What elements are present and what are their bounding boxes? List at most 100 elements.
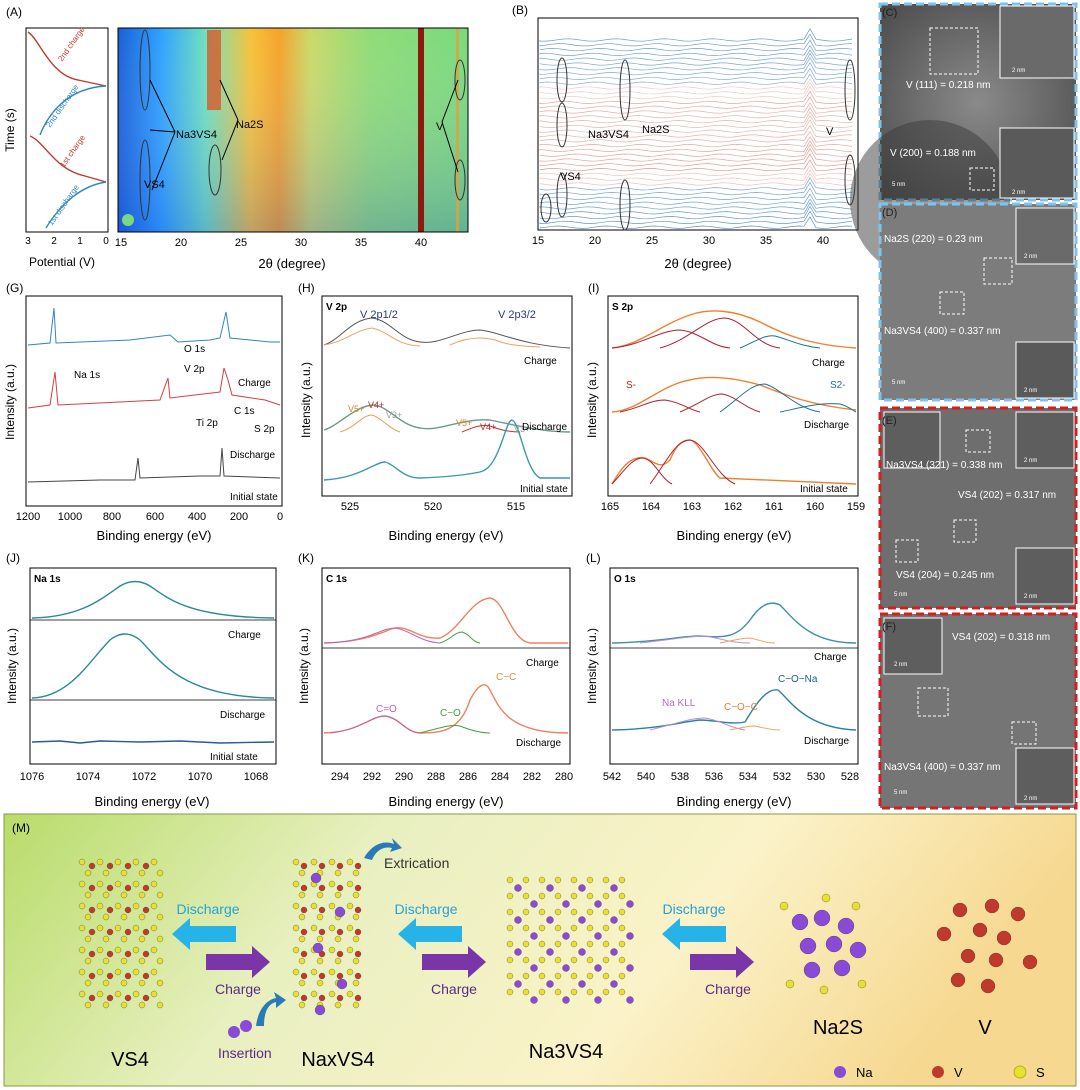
v-atom bbox=[142, 906, 150, 914]
s-atom bbox=[522, 940, 530, 948]
s-atom bbox=[506, 924, 514, 932]
s-atom bbox=[298, 913, 306, 921]
s-atom bbox=[785, 979, 795, 989]
v-atom bbox=[300, 906, 308, 914]
s-atom bbox=[328, 990, 336, 998]
na-atom-icon bbox=[228, 1026, 240, 1038]
s-atom bbox=[150, 968, 158, 976]
v-atom bbox=[106, 862, 114, 870]
panel-letter: (F) bbox=[882, 621, 896, 633]
panel-g-survey: Na 1s O 1s V 2p Ti 2p C 1s S 2p Charge D… bbox=[3, 295, 283, 543]
s-atom bbox=[554, 956, 562, 964]
na-atom bbox=[530, 900, 538, 908]
tick-label: 1074 bbox=[76, 771, 100, 783]
s-atom bbox=[554, 892, 562, 900]
s-atom bbox=[346, 968, 354, 976]
s-atom bbox=[522, 908, 530, 916]
panel-i-s2p: S 2p S- S2- Charge Discharge Initial sta… bbox=[585, 295, 865, 543]
v-atom bbox=[300, 972, 308, 980]
scale-bar-label: 2 nm bbox=[1024, 388, 1037, 394]
s-atom bbox=[538, 924, 546, 932]
xrd-trace bbox=[539, 56, 853, 71]
s-atom bbox=[602, 940, 610, 948]
s-legend-icon bbox=[1013, 1065, 1027, 1079]
s-atom bbox=[96, 858, 104, 866]
tick-label: 284 bbox=[491, 771, 509, 783]
x-axis-label: Binding energy (eV) bbox=[389, 528, 504, 543]
s-atom bbox=[328, 946, 336, 954]
na-atom bbox=[578, 884, 586, 892]
arrow-label: Discharge bbox=[394, 901, 457, 917]
tick-label: 540 bbox=[637, 771, 655, 783]
na-atom bbox=[791, 913, 809, 931]
s-atom bbox=[618, 924, 626, 932]
tick-label: 25 bbox=[235, 237, 247, 249]
panel-j-na1s: Na 1s Charge Discharge Initial state Int… bbox=[5, 567, 277, 809]
s-atom bbox=[292, 858, 300, 866]
panel-letter: (G) bbox=[6, 281, 23, 295]
annotation: VS4 bbox=[560, 171, 581, 183]
s-atom bbox=[292, 924, 300, 932]
s-atom bbox=[138, 957, 146, 965]
charge-arrow bbox=[422, 946, 486, 978]
s-atom bbox=[570, 892, 578, 900]
s-atom bbox=[506, 892, 514, 900]
phase-label: Na3VS4 bbox=[529, 1041, 604, 1063]
s-atom bbox=[156, 913, 164, 921]
tick-label: 164 bbox=[642, 501, 660, 513]
s-atom bbox=[506, 956, 514, 964]
annotation: Na2S bbox=[642, 124, 670, 136]
tick-label: 161 bbox=[765, 501, 783, 513]
trace-label: Initial state bbox=[210, 752, 258, 763]
vs4-crystal bbox=[78, 858, 164, 1009]
panel-letter: (A) bbox=[6, 5, 22, 19]
na-atom bbox=[610, 884, 618, 892]
panel-d-tem: (D) Na2S (220) = 0.23 nm Na3VS4 (400) = … bbox=[878, 202, 1078, 402]
s-atom bbox=[298, 979, 306, 987]
s-atom bbox=[602, 972, 610, 980]
na-atom bbox=[514, 916, 522, 924]
legend-label: S bbox=[1036, 1065, 1045, 1080]
na-atom bbox=[310, 872, 322, 884]
v-atom bbox=[950, 972, 966, 988]
na2s-crystal bbox=[779, 893, 867, 995]
s-atom bbox=[570, 908, 578, 916]
s-atom bbox=[522, 876, 530, 884]
s-atom bbox=[114, 924, 122, 932]
xrd-trace bbox=[539, 202, 853, 215]
v-atom bbox=[106, 950, 114, 958]
peak-label: V 2p3/2 bbox=[498, 309, 536, 321]
peak-label: S- bbox=[626, 380, 636, 391]
s-atom bbox=[298, 1001, 306, 1009]
s-atom bbox=[346, 924, 354, 932]
scale-bar-label: 5 nm bbox=[894, 592, 907, 598]
xrd-trace bbox=[539, 44, 853, 56]
d-spacing-label: Na3VS4 (400) = 0.337 nm bbox=[884, 326, 1000, 337]
panel-letter: (L) bbox=[586, 551, 601, 565]
s-atom bbox=[120, 913, 128, 921]
na-atom bbox=[514, 948, 522, 956]
v-atom bbox=[124, 994, 132, 1002]
na-atom bbox=[314, 1004, 326, 1016]
v-atom bbox=[318, 884, 326, 892]
na-atom bbox=[514, 980, 522, 988]
v-atom bbox=[142, 928, 150, 936]
na-legend-icon bbox=[834, 1066, 846, 1078]
d-spacing-label: V (200) = 0.188 nm bbox=[890, 148, 976, 159]
scale-bar-label: 5 nm bbox=[892, 182, 905, 188]
v-atom bbox=[88, 994, 96, 1002]
s-atom bbox=[618, 908, 626, 916]
v-atom bbox=[336, 928, 344, 936]
s-atom bbox=[570, 876, 578, 884]
tick-label: 2 bbox=[51, 236, 57, 247]
v-atom bbox=[124, 862, 132, 870]
s-atom bbox=[334, 1001, 342, 1009]
legend-label: Na bbox=[856, 1065, 873, 1080]
tick-label: 292 bbox=[363, 771, 381, 783]
panel-b-stacked-xrd: Na3VS4 Na2S VS4 V 15 20 25 30 35 40 2θ (… bbox=[532, 17, 859, 271]
trace-label: Charge bbox=[812, 358, 845, 369]
s-atom bbox=[120, 979, 128, 987]
s-atom bbox=[346, 990, 354, 998]
s-atom bbox=[506, 940, 514, 948]
